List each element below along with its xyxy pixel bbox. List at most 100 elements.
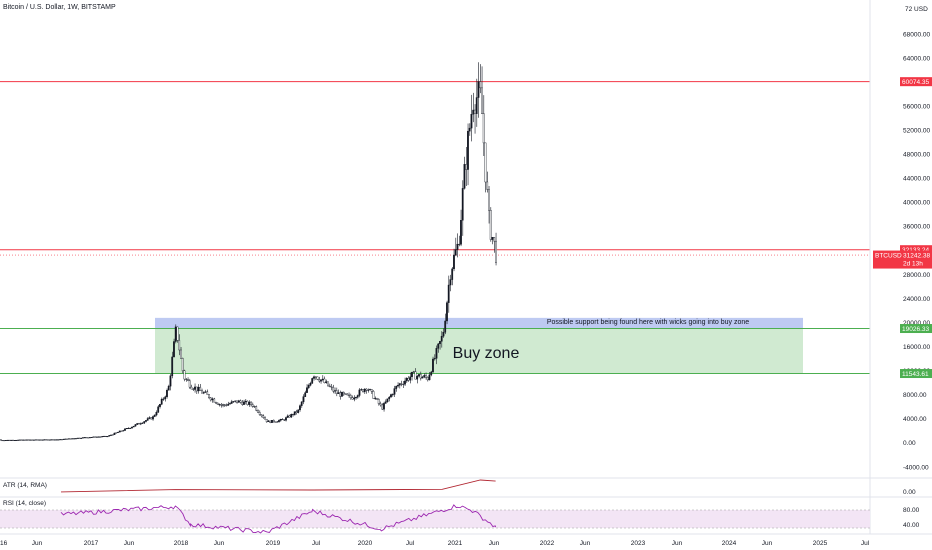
candle-up [167, 385, 170, 391]
candle-up [90, 436, 93, 438]
candle-up [139, 423, 142, 425]
candle-up [341, 392, 343, 397]
candle-up [38, 439, 41, 441]
candle-up [26, 439, 28, 441]
candle-up [117, 431, 119, 433]
candle-up [374, 398, 377, 400]
candle-down [258, 412, 261, 415]
candle-down [489, 210, 492, 240]
candle-down [481, 87, 483, 114]
candle-up [124, 428, 126, 431]
candle-down [479, 81, 482, 89]
candle-up [416, 375, 419, 380]
candle-down [335, 390, 338, 394]
rsi-label[interactable]: RSI (14, close) [3, 500, 46, 507]
candle-up [227, 403, 230, 406]
candle-series[interactable] [0, 62, 497, 442]
candle-down [351, 397, 354, 400]
main-pane[interactable] [0, 0, 870, 478]
candle-down [257, 410, 259, 413]
price-tags[interactable]: 60074.35 32133.24 19026.33 11543.61 BTCUSD 31… [873, 77, 932, 379]
support-note-text[interactable]: Possible support being found here with w… [547, 319, 749, 326]
candle-up [13, 440, 16, 442]
candle-up [71, 438, 74, 440]
candle-up [145, 420, 147, 422]
price-axis-tick: -4000.00 [903, 464, 929, 471]
candle-down [225, 404, 228, 406]
candle-down [45, 439, 48, 441]
candle-up [472, 109, 475, 115]
candle-up [367, 389, 370, 391]
candle-up [397, 385, 399, 387]
candle-down [495, 240, 497, 263]
tag-upper-resistance-bg [900, 77, 932, 87]
candle-up [110, 434, 112, 436]
tag-buy-zone-top: 19026.33 [902, 326, 929, 333]
buy-zone-label[interactable]: Buy zone [453, 345, 520, 362]
candle-down [402, 383, 405, 385]
candle-down [260, 414, 263, 416]
atr-label[interactable]: ATR (14, RMA) [3, 482, 47, 489]
candle-up [460, 220, 462, 245]
candle-down [176, 326, 179, 341]
candle-down [265, 418, 268, 422]
candle-down [493, 237, 496, 242]
candle-down [236, 400, 238, 403]
candle-down [458, 243, 461, 245]
candle-up [174, 326, 177, 342]
candle-down [199, 386, 202, 391]
candle-up [76, 437, 79, 439]
candle-up [244, 400, 247, 403]
candle-up [153, 414, 156, 417]
rsi-line[interactable] [60, 504, 497, 534]
price-axis-tick: 44000.00 [903, 176, 930, 183]
price-axis-tick: 36000.00 [903, 224, 930, 231]
candle-down [314, 376, 317, 378]
candle-down [474, 109, 476, 114]
candle-up [447, 284, 450, 303]
price-axis-tick: 16000.00 [903, 344, 930, 351]
candle-up [155, 412, 158, 416]
candle-down [216, 402, 219, 405]
time-axis-label: Jul [861, 540, 870, 547]
candle-down [425, 375, 427, 378]
candle-up [325, 381, 328, 384]
tag-buy-zone-bottom-bg [900, 369, 932, 379]
candle-down [0, 439, 2, 441]
candle-down [24, 439, 27, 441]
candle-down [61, 439, 63, 441]
candle-down [94, 436, 97, 438]
atr-axis-tick: 0.00 [903, 489, 916, 496]
candle-down [8, 439, 11, 441]
time-axis[interactable]: 16 Jun 2017 Jun 2018 Jun 2019 Jul 2020 Jul 2021 Jun… [0, 540, 870, 547]
candle-up [358, 389, 361, 396]
candle-up [311, 378, 314, 384]
candle-up [92, 436, 95, 438]
candle-up [159, 404, 161, 407]
candle-up [75, 438, 77, 440]
support-band[interactable] [155, 317, 803, 329]
candle-up [461, 188, 464, 221]
candle-down [381, 404, 384, 410]
price-axis-tick: 20000.00 [903, 320, 930, 327]
candle-up [433, 358, 436, 360]
candle-up [230, 401, 233, 404]
candle-down [36, 439, 39, 441]
candle-up [169, 375, 172, 387]
candle-up [108, 435, 111, 437]
candle-up [467, 130, 469, 170]
candle-up [43, 439, 46, 441]
candle-up [113, 432, 116, 435]
candle-down [488, 189, 490, 211]
candle-up [99, 436, 102, 438]
price-axis-tick: 68000.00 [903, 31, 930, 38]
candle-up [477, 81, 480, 98]
candle-down [400, 383, 403, 385]
candle-up [152, 416, 154, 420]
chart-title[interactable]: Bitcoin / U.S. Dollar, 1W, BITSTAMP [3, 4, 116, 11]
buy-zone-band[interactable] [155, 328, 803, 374]
atr-line[interactable] [60, 479, 496, 493]
time-axis-label: 2025 [813, 540, 828, 547]
candle-down [213, 398, 216, 403]
